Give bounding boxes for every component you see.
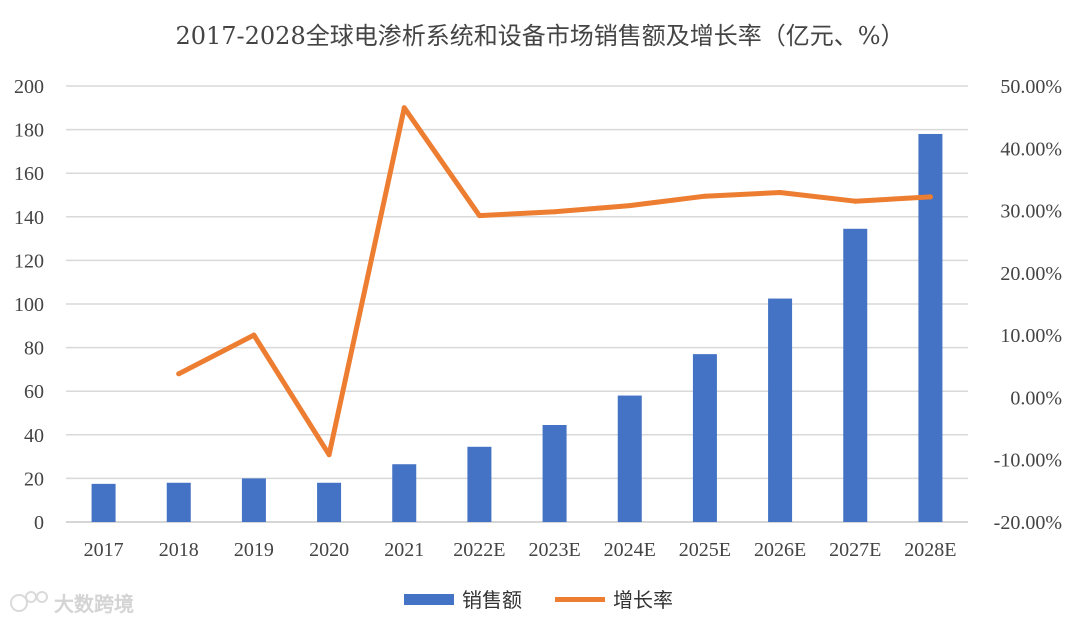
legend: 销售额 增长率: [404, 588, 673, 612]
right-tick-label: 40.00%: [1000, 138, 1062, 160]
x-tick-label: 2023E: [528, 539, 580, 561]
left-tick-label: 40: [24, 425, 44, 447]
line-point: [176, 371, 182, 377]
right-tick-label: 20.00%: [1000, 263, 1062, 285]
right-axis: -20.00% -10.00% 0.00% 10.00% 20.00% 30.00% 40.…: [994, 76, 1062, 534]
line-point: [476, 213, 482, 219]
left-tick-label: 160: [14, 163, 44, 185]
line-point: [702, 193, 708, 199]
left-tick-label: 100: [14, 294, 44, 316]
bar: [843, 228, 868, 523]
left-tick-label: 20: [24, 468, 44, 490]
x-tick-label: 2026E: [754, 539, 806, 561]
bar: [166, 482, 191, 522]
x-tick-label: 2020: [309, 539, 349, 561]
line-point: [251, 332, 257, 338]
right-tick-label: 0.00%: [1010, 387, 1062, 409]
bar: [241, 478, 266, 522]
legend-label-growth: 增长率: [613, 588, 673, 612]
right-tick-label: -20.00%: [994, 512, 1062, 534]
x-tick-label: 2017: [84, 539, 124, 561]
right-tick-label: -10.00%: [994, 450, 1062, 472]
line-point: [927, 194, 933, 200]
growth-line: [176, 105, 933, 458]
x-tick-label: 2021: [384, 539, 424, 561]
left-tick-label: 140: [14, 207, 44, 229]
right-tick-label: 10.00%: [1000, 325, 1062, 347]
bar: [768, 298, 793, 522]
line-series: [176, 105, 933, 458]
x-tick-label: 2028E: [904, 539, 956, 561]
x-tick-label: 2024E: [604, 539, 656, 561]
line-point: [852, 198, 858, 204]
chart-title: 2017-2028全球电渗析系统和设备市场销售额及增长率（亿元、%）: [175, 22, 904, 50]
logo-icon: [10, 591, 48, 612]
x-tick-label: 2018: [159, 539, 199, 561]
right-tick-label: 30.00%: [1000, 201, 1062, 223]
bar: [392, 464, 417, 522]
line-point: [326, 452, 332, 458]
x-tick-label: 2027E: [829, 539, 881, 561]
x-axis: 2017 2018 2019 2020 2021 2022E 2023E 2024E 2025E…: [84, 539, 957, 561]
left-axis: 0 20 40 60 80 100 120 140 160 180 200: [14, 76, 44, 534]
line-point: [777, 190, 783, 196]
grid: [66, 85, 968, 523]
left-tick-label: 60: [24, 381, 44, 403]
bar-series: [91, 133, 943, 523]
bar: [542, 424, 567, 522]
bar: [617, 395, 642, 522]
bar: [91, 483, 116, 522]
left-tick-label: 200: [14, 76, 44, 98]
x-tick-label: 2022E: [453, 539, 505, 561]
left-tick-label: 80: [24, 338, 44, 360]
legend-swatch-sales: [404, 594, 454, 605]
watermark-text: 大数跨境: [54, 592, 134, 616]
line-point: [552, 209, 558, 215]
right-tick-label: 50.00%: [1000, 76, 1062, 98]
line-point: [401, 105, 407, 111]
line-point: [627, 203, 633, 209]
x-tick-label: 2025E: [679, 539, 731, 561]
x-tick-label: 2019: [234, 539, 274, 561]
left-tick-label: 120: [14, 250, 44, 272]
bar: [918, 133, 943, 522]
watermark: 大数跨境: [10, 591, 134, 616]
left-tick-label: 180: [14, 120, 44, 142]
bar: [317, 482, 342, 522]
left-tick-label: 0: [34, 512, 44, 534]
legend-label-sales: 销售额: [462, 588, 522, 612]
bar: [692, 354, 717, 522]
bar: [467, 446, 492, 522]
